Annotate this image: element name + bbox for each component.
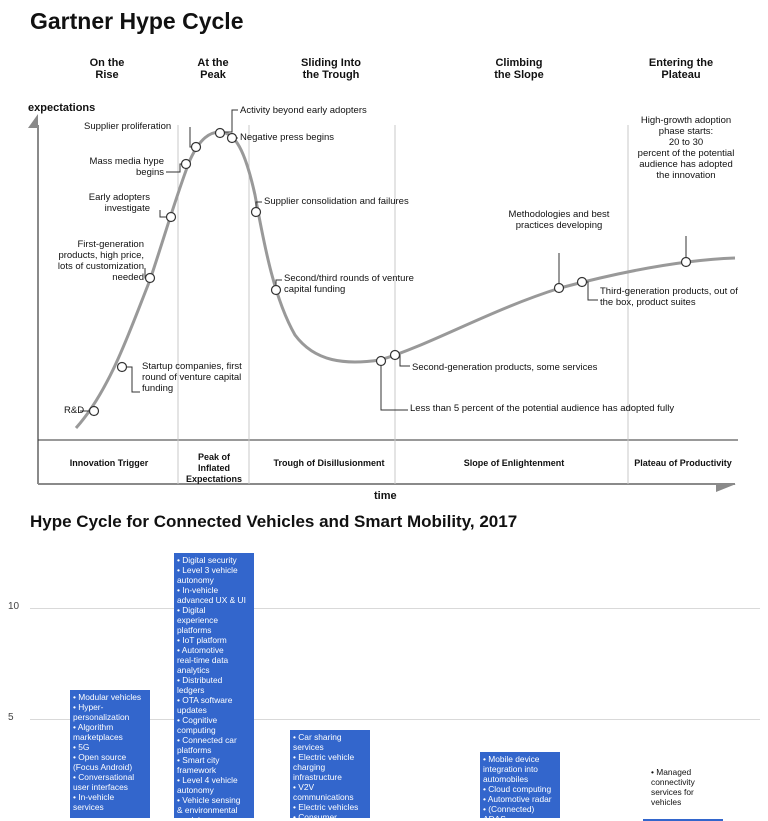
bar-chart-title: Hype Cycle for Connected Vehicles and Sm… — [30, 512, 518, 531]
curve-marker — [270, 284, 282, 296]
bar: • Mobile device integration into automob… — [480, 752, 560, 818]
curve-marker — [190, 141, 202, 153]
y-tick-label: 5 — [8, 712, 14, 723]
phase-heading: Climbing the Slope — [494, 57, 544, 81]
curve-marker — [375, 355, 387, 367]
x-axis-label: time — [374, 490, 397, 502]
annotation-second-gen: Second-generation products, some service… — [412, 362, 598, 373]
curve-marker — [88, 405, 100, 417]
hype-curve — [74, 130, 736, 429]
curve-marker — [165, 211, 177, 223]
annotation-second-third: Second/third rounds of venture capital f… — [284, 273, 414, 295]
annotation-less-than-5: Less than 5 percent of the potential aud… — [410, 403, 675, 414]
curve-marker — [250, 206, 262, 218]
bar-label: • Managed connectivity services for vehi… — [651, 766, 695, 807]
annotation-early-adopters: Early adopters investigate — [88, 192, 150, 214]
annotation-consolidation: Supplier consolidation and failures — [264, 196, 409, 207]
phase-heading: On the Rise — [89, 57, 125, 81]
hype-curve-diagram — [28, 109, 738, 492]
stage-label: Plateau of Productivity — [634, 458, 732, 468]
curve-marker — [144, 272, 156, 284]
curve-marker — [180, 158, 192, 170]
bar: • Car sharing services • Electric vehicl… — [290, 730, 370, 818]
stage-label: Innovation Trigger — [69, 458, 149, 468]
curve-marker — [680, 256, 692, 268]
annotation-mass-media: Mass media hype begins — [89, 156, 164, 178]
curve-marker — [214, 127, 226, 139]
stage-label: Peak of Inflated Expectations — [185, 452, 243, 484]
phase-heading: At the Peak — [197, 57, 229, 81]
curve-marker — [226, 132, 238, 144]
leader-line — [220, 109, 238, 133]
stage-label: Slope of Enlightenment — [463, 458, 565, 468]
annotation-first-gen: First-generation products, high price, l… — [57, 239, 144, 283]
annotation-third-gen: Third-generation products, out of the bo… — [600, 286, 738, 308]
hype-cycle-title: Gartner Hype Cycle — [30, 8, 244, 34]
gridline — [30, 608, 760, 609]
phase-heading: Entering the Plateau — [648, 57, 714, 81]
annotation-startup: Startup companies, first round of ventur… — [142, 361, 242, 394]
x-axis-arrow — [716, 484, 736, 492]
y-axis-label: expectations — [28, 102, 96, 114]
phase-heading: Sliding Into the Trough — [301, 57, 361, 81]
curve-marker — [389, 349, 401, 361]
bar: • Digital security • Level 3 vehicle aut… — [174, 552, 254, 818]
leader-line — [380, 361, 408, 411]
y-tick-label: 10 — [8, 601, 20, 612]
annotation-high-growth: High-growth adoption phase starts: 20 to… — [637, 115, 735, 181]
annotation-rd: R&D — [64, 405, 85, 416]
stage-label: Trough of Disillusionment — [273, 458, 385, 468]
annotation-methodologies: Methodologies and best practices develop… — [508, 209, 610, 231]
bar: • Modular vehicles • Hyper- personalizat… — [70, 690, 150, 818]
annotation-negative-press: Negative press begins — [240, 132, 334, 143]
y-axis-arrow — [28, 114, 38, 128]
gridline — [30, 719, 760, 720]
curve-marker — [576, 276, 588, 288]
curve-marker — [116, 361, 128, 373]
curve-marker — [553, 282, 565, 294]
annotation-supplier-proliferation: Supplier proliferation — [84, 121, 172, 132]
annotation-activity-beyond: Activity beyond early adopters — [240, 105, 367, 116]
